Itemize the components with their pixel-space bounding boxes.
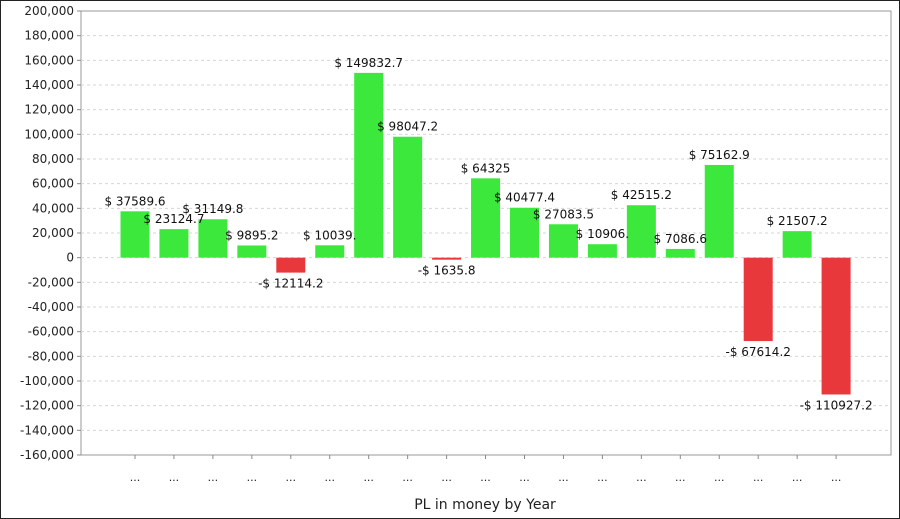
x-tick-label: ... (480, 471, 491, 484)
bar (782, 231, 812, 258)
bar (665, 248, 695, 258)
x-tick-label: ... (714, 471, 725, 484)
bar (510, 207, 539, 258)
bar (315, 245, 345, 258)
x-tick-label: ... (636, 471, 647, 484)
bar (276, 257, 306, 273)
bar (626, 205, 656, 258)
y-tick-label: -40,000 (28, 300, 74, 314)
x-tick-label: ... (519, 471, 530, 484)
x-tick-label: ... (169, 471, 180, 484)
data-label: $ 21507.2 (767, 214, 828, 228)
y-tick-label: -140,000 (20, 423, 74, 437)
y-tick-label: 100,000 (24, 127, 74, 141)
bar (393, 136, 423, 258)
data-label: -$ 12114.2 (258, 277, 323, 291)
bar (704, 164, 734, 258)
y-axis: -160,000 -140,000 -120,000 -100,000 -80,000 -… (20, 4, 81, 462)
data-label: -$ 67614.2 (725, 345, 790, 359)
x-tick-label: ... (753, 471, 764, 484)
bar (354, 72, 384, 258)
y-tick-label: -100,000 (20, 374, 74, 388)
data-label: $ 7086.6 (654, 232, 707, 246)
x-axis: ........................................… (130, 455, 842, 484)
data-label: $ 98047.2 (377, 120, 438, 134)
bar (743, 257, 773, 342)
y-tick-label: -20,000 (28, 275, 74, 289)
data-label: $ 37589.6 (104, 194, 165, 208)
y-tick-label: 140,000 (24, 78, 74, 92)
data-label: -$ 110927.2 (800, 398, 873, 412)
bar (432, 257, 462, 260)
data-label: $ 149832.7 (334, 56, 403, 70)
y-tick-label: -80,000 (28, 349, 74, 363)
x-tick-label: ... (675, 471, 686, 484)
x-tick-label: ... (363, 471, 374, 484)
x-tick-label: ... (792, 471, 803, 484)
x-tick-label: ... (402, 471, 413, 484)
x-tick-label: ... (441, 471, 452, 484)
y-tick-label: 20,000 (32, 226, 74, 240)
data-label: $ 31149.8 (182, 202, 243, 216)
x-tick-label: ... (831, 471, 842, 484)
x-tick-label: ... (325, 471, 336, 484)
bar (237, 245, 267, 258)
y-tick-label: -160,000 (20, 448, 74, 462)
y-tick-label: 180,000 (24, 29, 74, 43)
bar (587, 244, 617, 258)
bar (548, 224, 578, 258)
bar (120, 211, 150, 258)
data-label: $ 42515.2 (611, 188, 672, 202)
x-axis-title: PL in money by Year (414, 497, 556, 513)
y-tick-label: 200,000 (24, 4, 74, 18)
bar (821, 257, 851, 395)
y-tick-label: -60,000 (28, 325, 74, 339)
x-tick-label: ... (130, 471, 141, 484)
x-tick-label: ... (286, 471, 297, 484)
y-tick-label: 40,000 (32, 201, 74, 215)
data-label: -$ 1635.8 (418, 264, 476, 278)
data-label: $ 10039. (303, 228, 356, 242)
bar (471, 178, 501, 258)
y-tick-label: -120,000 (20, 399, 74, 413)
data-label: $ 10906. (576, 227, 629, 241)
data-label: $ 40477.4 (494, 191, 555, 205)
y-tick-label: 60,000 (32, 177, 74, 191)
data-label: $ 9895.2 (225, 228, 278, 242)
y-tick-label: 0 (66, 251, 74, 265)
data-label: $ 64325 (461, 161, 511, 175)
x-tick-label: ... (247, 471, 258, 484)
y-tick-label: 120,000 (24, 103, 74, 117)
bar (159, 229, 189, 258)
x-tick-label: ... (597, 471, 608, 484)
x-tick-label: ... (558, 471, 569, 484)
y-tick-label: 160,000 (24, 53, 74, 67)
bars (120, 72, 851, 395)
data-label: $ 27083.5 (533, 207, 594, 221)
data-labels: $ 37589.6 $ 23124.7$ 31149.8 $ 9895.2 -$ 12… (104, 56, 872, 413)
data-label: $ 23124.7 (143, 212, 204, 226)
x-tick-label: ... (208, 471, 219, 484)
y-tick-label: 80,000 (32, 152, 74, 166)
bar (198, 219, 228, 258)
data-label: $ 75162.9 (689, 148, 750, 162)
